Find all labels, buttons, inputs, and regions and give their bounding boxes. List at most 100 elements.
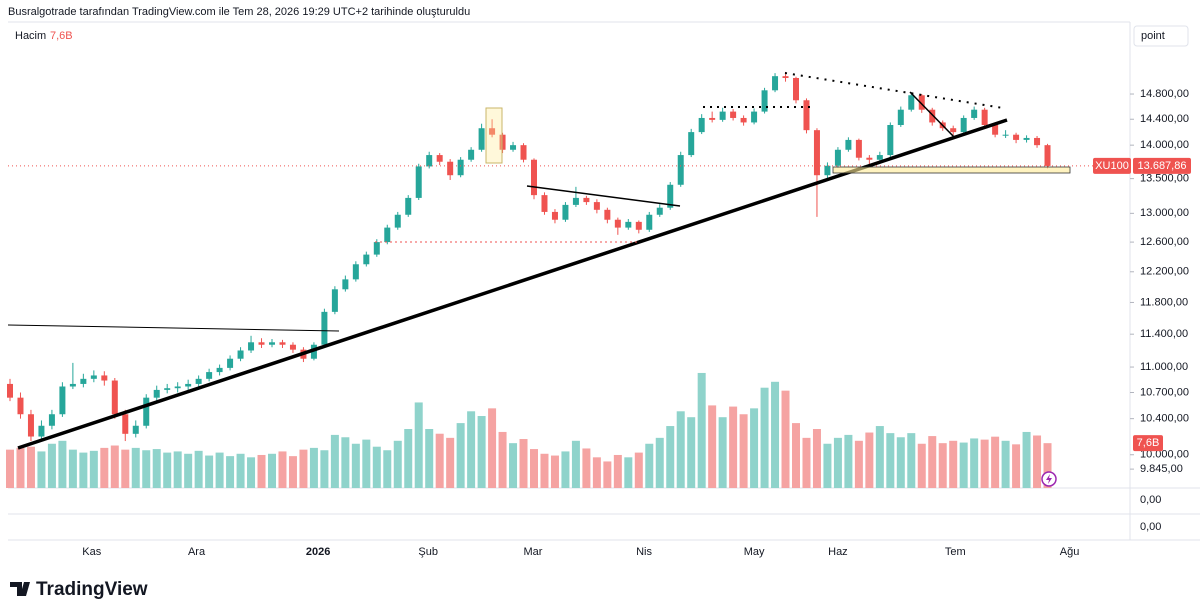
candle-body — [174, 386, 181, 389]
volume-badge-label: 7,6B — [1137, 437, 1160, 449]
volume-bar — [173, 451, 182, 488]
candle-body — [1044, 145, 1051, 166]
volume-bar — [488, 408, 497, 488]
point-button-label[interactable]: point — [1141, 30, 1165, 42]
trend-line — [909, 91, 956, 139]
candle-body — [384, 227, 391, 243]
candle-body — [153, 389, 160, 398]
candle-body — [761, 90, 768, 112]
volume-bar — [865, 432, 874, 488]
candle-body — [992, 125, 999, 135]
highlight-box — [485, 107, 503, 164]
volume-bar — [645, 443, 654, 488]
volume-bar — [613, 454, 622, 488]
candle-body — [531, 159, 537, 196]
volume-bar — [477, 416, 486, 488]
candle-body — [457, 159, 464, 176]
volume-bar — [425, 429, 434, 488]
volume-legend-name: Hacim — [15, 30, 46, 42]
volume-bar — [351, 443, 360, 488]
volume-bar — [383, 450, 392, 488]
candle-body — [195, 378, 202, 384]
candle-body — [698, 117, 705, 133]
volume-bar — [79, 452, 88, 488]
candle-body — [677, 155, 684, 185]
volume-bar — [121, 449, 130, 488]
candle-body — [813, 130, 820, 176]
candle-body — [279, 342, 286, 345]
candle-body — [289, 344, 296, 350]
candle-body — [688, 132, 695, 156]
volume-bar — [907, 433, 916, 488]
volume-bar — [792, 423, 800, 488]
volume-bar — [320, 450, 329, 488]
candle-body — [101, 375, 108, 381]
candle-body — [342, 279, 349, 290]
y-tick-label: 11.400,00 — [1140, 328, 1188, 340]
volume-bar — [970, 438, 979, 488]
y-tick-label: 14.800,00 — [1140, 88, 1189, 100]
volume-bar — [37, 451, 46, 488]
volume-bar — [561, 451, 570, 488]
candle-body — [510, 145, 517, 150]
volume-bar — [184, 453, 193, 488]
candle-body — [782, 76, 789, 79]
candle-body — [709, 117, 716, 120]
volume-bar — [393, 440, 402, 488]
candle-body — [876, 155, 883, 160]
y-tick-label: 13.000,00 — [1140, 207, 1189, 219]
point-button[interactable] — [1133, 25, 1189, 47]
candle-body — [918, 95, 925, 110]
volume-bar — [750, 408, 759, 488]
volume-bar — [1033, 435, 1042, 488]
candle-body — [604, 209, 611, 220]
volume-bar — [540, 453, 549, 488]
candle-body — [373, 242, 380, 255]
logo: TradingView — [10, 579, 148, 600]
candle-body — [468, 149, 475, 160]
volume-bar — [58, 440, 67, 488]
volume-bar — [372, 446, 381, 488]
last-price-badge — [1133, 157, 1191, 174]
volume-legend-value: 7,6B — [50, 30, 73, 42]
volume-bar — [110, 445, 119, 488]
volume-bar — [854, 440, 863, 488]
volume-bar — [152, 449, 161, 488]
candle-body — [824, 165, 831, 176]
volume-bar — [833, 437, 842, 488]
volume-bar — [603, 461, 612, 488]
volume-bar — [718, 417, 727, 488]
candle-body — [614, 219, 621, 228]
candle-body — [583, 197, 590, 203]
y-tick-label: 10.000,00 — [1140, 449, 1189, 461]
candle-body — [740, 117, 747, 123]
volume-bar — [917, 443, 926, 488]
volume-bar — [582, 448, 591, 488]
candle-body — [248, 342, 255, 351]
x-tick-label: Şub — [418, 546, 438, 558]
x-tick-label: Nis — [636, 546, 652, 558]
volume-bar — [896, 437, 905, 488]
volume-bar — [739, 414, 748, 488]
volume-bar — [530, 449, 538, 488]
candle-body — [132, 425, 139, 434]
candle-body — [541, 195, 548, 212]
volume-bar — [886, 433, 895, 488]
candle-body — [730, 111, 737, 118]
volume-bar — [299, 449, 308, 488]
candle-body — [27, 414, 34, 437]
volume-bar — [1022, 431, 1031, 488]
candle-body — [206, 372, 213, 379]
volume-bar — [288, 456, 297, 488]
volume-bar — [446, 437, 455, 488]
volume-bar — [802, 437, 811, 488]
candle-body — [719, 111, 726, 120]
volume-bar — [729, 406, 738, 488]
x-tick-label: Haz — [828, 546, 848, 558]
x-tick-label: Mar — [523, 546, 542, 558]
volume-bar — [456, 423, 465, 488]
volume-bar — [414, 402, 423, 488]
candle-body — [258, 342, 265, 345]
candle-body — [352, 264, 359, 280]
